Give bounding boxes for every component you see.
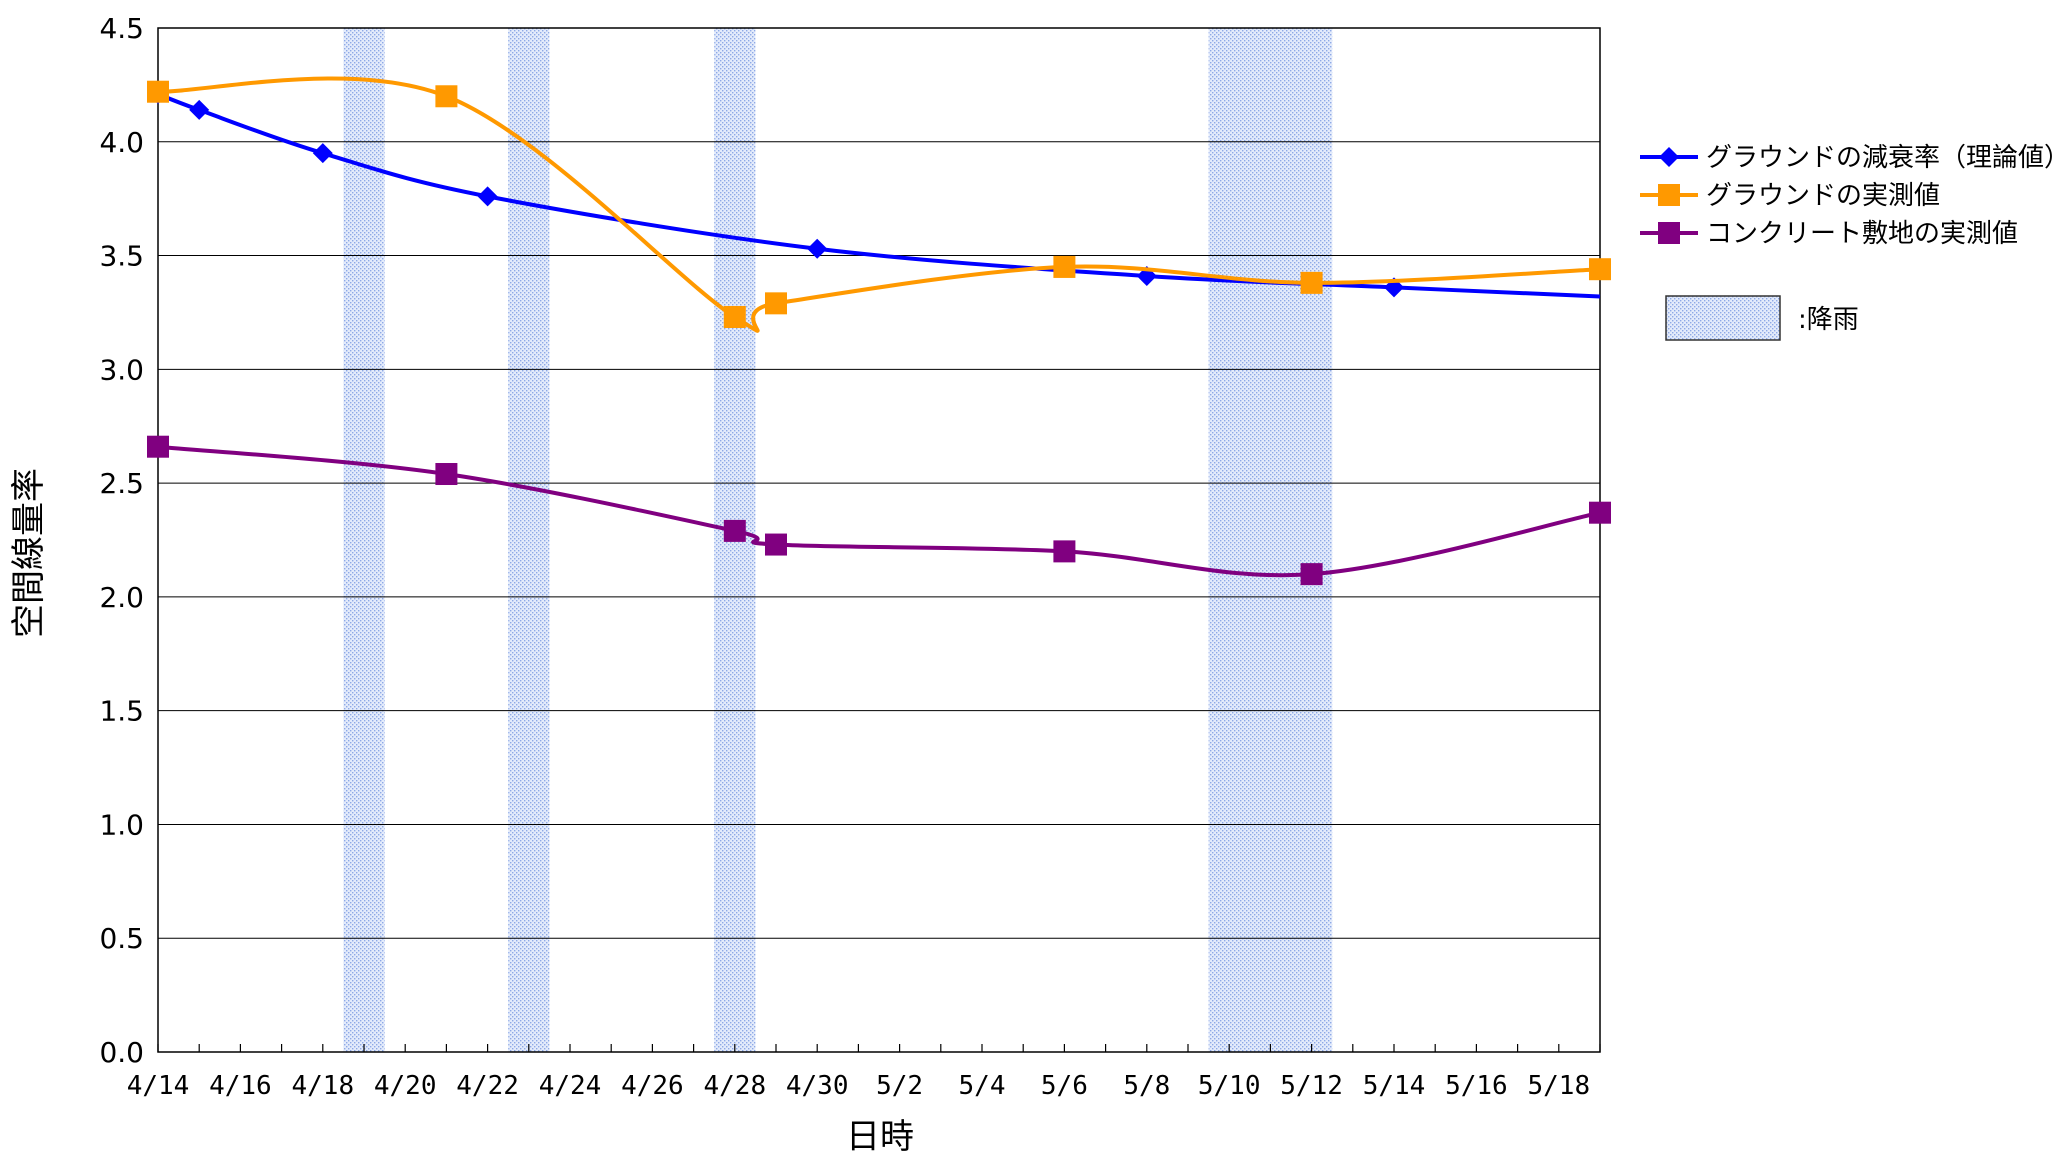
legend-marker — [1659, 147, 1679, 167]
data-point-0 — [189, 99, 210, 120]
y-tick-label: 4.0 — [99, 126, 144, 159]
x-tick-label: 5/8 — [1123, 1071, 1170, 1101]
rain-legend-swatch — [1665, 295, 1781, 341]
x-tick-label: 5/18 — [1527, 1071, 1590, 1101]
y-tick-label: 0.5 — [99, 922, 144, 955]
x-tick-label: 5/10 — [1198, 1071, 1261, 1101]
x-tick-label: 4/20 — [374, 1071, 437, 1101]
x-tick-label: 5/12 — [1280, 1071, 1343, 1101]
rain-band-3 — [1208, 28, 1333, 1052]
data-point-1 — [147, 80, 169, 103]
rain-band-1 — [508, 28, 550, 1052]
data-point-1 — [1053, 255, 1076, 278]
data-point-1 — [723, 305, 746, 328]
data-point-2 — [765, 533, 787, 556]
plot-frame — [157, 27, 1601, 1053]
data-point-2 — [1300, 563, 1323, 586]
x-tick-label: 4/24 — [539, 1071, 602, 1101]
x-tick-label: 4/18 — [291, 1071, 354, 1101]
x-tick-label: 4/14 — [127, 1071, 190, 1101]
y-tick-label: 1.0 — [99, 808, 144, 841]
legend-label: グラウンドの実測値 — [1706, 181, 1940, 211]
legend-label: グラウンドの減衰率（理論値） — [1706, 143, 2054, 173]
series-2 — [147, 435, 1611, 586]
data-point-2 — [435, 463, 458, 486]
y-tick-label: 1.5 — [99, 695, 144, 728]
x-tick-label: 5/14 — [1363, 1071, 1426, 1101]
x-tick-label: 5/6 — [1041, 1071, 1088, 1101]
data-point-2 — [147, 435, 169, 458]
data-point-0 — [807, 238, 828, 259]
data-point-0 — [312, 143, 333, 164]
y-tick-label: 0.0 — [99, 1036, 144, 1069]
data-point-1 — [435, 85, 458, 108]
rain-bands — [343, 28, 1333, 1052]
x-tick-label: 4/26 — [621, 1071, 684, 1101]
y-tick-label: 3.0 — [99, 353, 144, 386]
x-tick-label: 4/22 — [456, 1071, 519, 1101]
rain-band-0 — [343, 28, 385, 1052]
x-tick-label: 4/30 — [786, 1071, 849, 1101]
axes: 0.0 0.5 1.0 1.5 2.0 2.5 3.0 3.5 4.0 4.5 4/14 4/16 4/… — [99, 12, 1601, 1101]
data-point-1 — [1589, 258, 1611, 281]
data-point-2 — [1589, 501, 1611, 524]
data-point-1 — [765, 292, 787, 315]
series — [147, 76, 1611, 586]
x-tick-label: 5/4 — [959, 1071, 1006, 1101]
x-tick-label: 5/2 — [876, 1071, 923, 1101]
x-axis-title: 日時 — [846, 1117, 914, 1157]
rain-legend-label: :降雨 — [1798, 305, 1859, 335]
legend-label: コンクリート敷地の実測値 — [1706, 219, 2018, 249]
x-tick-label: 4/16 — [209, 1071, 272, 1101]
series-1 — [147, 76, 1611, 333]
series-line-0 — [157, 92, 1601, 299]
legend-marker — [1658, 184, 1680, 206]
y-tick-label: 3.5 — [99, 240, 144, 273]
legend-marker — [1658, 222, 1680, 244]
y-tick-label: 2.0 — [99, 581, 144, 614]
data-point-1 — [1300, 271, 1323, 294]
x-tick-label: 4/28 — [703, 1071, 766, 1101]
y-axis-title: 空間線量率 — [9, 468, 49, 638]
x-tick-label: 5/16 — [1445, 1071, 1508, 1101]
data-point-0 — [477, 186, 498, 207]
data-point-2 — [723, 519, 746, 542]
data-point-2 — [1053, 540, 1076, 563]
y-tick-label: 4.5 — [99, 12, 144, 45]
y-tick-label: 2.5 — [99, 467, 144, 500]
